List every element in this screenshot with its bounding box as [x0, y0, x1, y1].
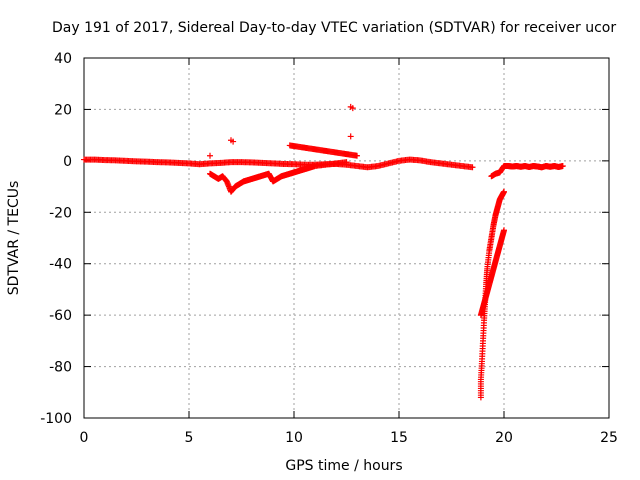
chart-title: Day 191 of 2017, Sidereal Day-to-day VTE…: [52, 20, 616, 36]
x-axis-title: GPS time / hours: [285, 458, 402, 474]
data-point-outliers: [207, 152, 213, 159]
data-point-post-dip: [559, 163, 566, 170]
y-tick-label: -80: [49, 360, 72, 376]
x-tick-label: 15: [390, 430, 408, 446]
data-point-dip-2: [500, 228, 507, 235]
x-tick-label: 5: [185, 430, 194, 446]
data-point-outliers: [230, 138, 237, 145]
axis-ticks: [83, 57, 610, 419]
data-point-dip-1: [500, 189, 507, 196]
data-points: [81, 103, 566, 401]
data-point-outliers: [349, 105, 356, 112]
data-point-main-band: [468, 164, 475, 171]
x-tick-label: 25: [600, 430, 618, 446]
y-tick-label: -40: [49, 257, 72, 273]
x-tick-label: 10: [285, 430, 303, 446]
x-tick-label: 20: [495, 430, 513, 446]
data-point-disturbed-6to10: [342, 159, 349, 166]
y-tick-label: 0: [63, 154, 72, 170]
y-tick-labels: -100 -80 -60 -40 -20 0 20 40: [40, 51, 72, 427]
y-tick-label: -60: [49, 308, 72, 324]
y-tick-label: -100: [40, 411, 72, 427]
x-tick-labels: 0 5 10 15 20 25: [80, 430, 618, 446]
data-point-main-band: [384, 160, 391, 167]
data-point-outliers: [347, 133, 354, 140]
data-point-upper-arc: [352, 152, 359, 159]
y-tick-label: 20: [54, 102, 72, 118]
y-tick-label: -20: [49, 205, 72, 221]
x-tick-label: 0: [80, 430, 89, 446]
y-tick-label: 40: [54, 51, 72, 67]
data-point-dip-1: [479, 340, 486, 347]
y-axis-title: SDTVAR / TECUs: [6, 181, 22, 296]
plot-frame: [83, 57, 610, 419]
